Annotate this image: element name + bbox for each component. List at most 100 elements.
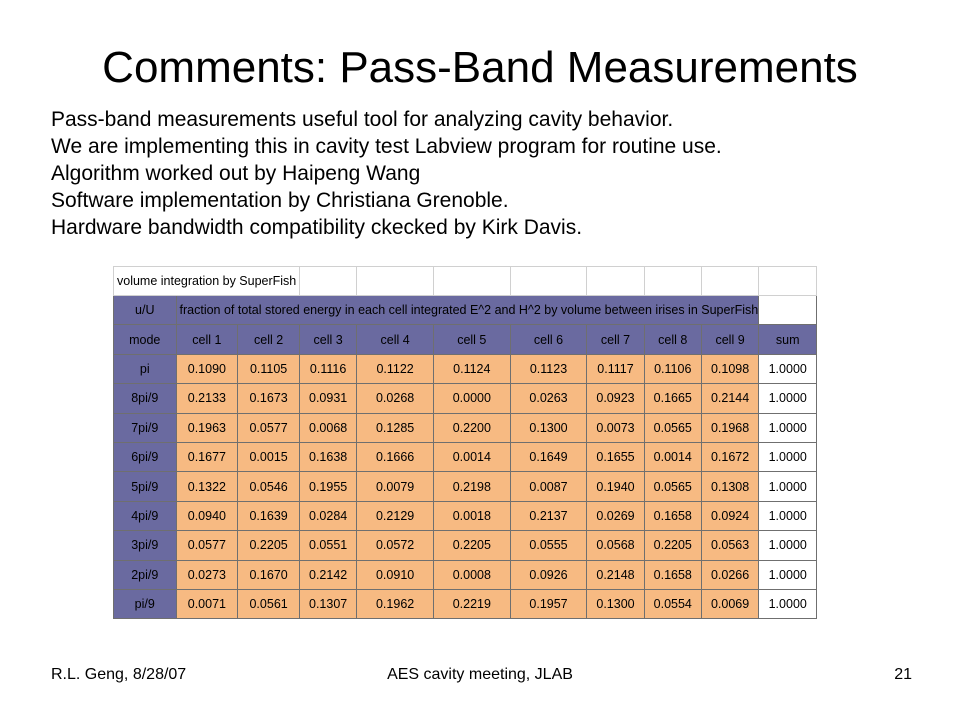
cell-value: 0.1308: [700, 471, 760, 502]
table-row: pi 0.1090 0.1105 0.1116 0.1122 0.1124 0.1123 0.…: [113, 353, 818, 385]
column-header: cell 4: [356, 324, 434, 355]
mode-label: 3pi/9: [113, 530, 177, 561]
footer-meeting: AES cavity meeting, JLAB: [387, 666, 573, 683]
cell-value: 0.2200: [432, 412, 511, 443]
cell-value: 0.0079: [356, 471, 434, 502]
cell-value: 0.0926: [509, 559, 588, 590]
mode-label: 2pi/9: [113, 559, 177, 590]
cell-value: 0.1090: [175, 353, 239, 385]
mode-label: pi: [113, 353, 177, 385]
table-row: 3pi/9 0.0577 0.2205 0.0551 0.0572 0.2205 0.055…: [113, 530, 818, 561]
empty-cell: [700, 266, 760, 296]
mode-label: 5pi/9: [113, 471, 177, 502]
cell-value: 0.1955: [298, 471, 358, 502]
empty-cell: [298, 266, 358, 296]
column-header: cell 6: [509, 324, 588, 355]
sum-cell: 1.0000: [758, 500, 818, 532]
cell-value: 0.1649: [509, 441, 588, 473]
column-header: mode: [113, 324, 177, 355]
cell-value: 0.2144: [700, 383, 760, 414]
cell-value: 0.0008: [432, 559, 511, 590]
cell-value: 0.2129: [356, 500, 434, 532]
column-header: sum: [758, 324, 818, 355]
cell-value: 0.0923: [586, 383, 645, 414]
cell-value: 0.0577: [175, 530, 239, 561]
table-row: 4pi/9 0.0940 0.1639 0.0284 0.2129 0.0018 0.213…: [113, 500, 818, 532]
cell-value: 0.1116: [298, 353, 358, 385]
comment-line: We are implementing this in cavity test …: [51, 135, 722, 158]
cell-value: 0.1673: [237, 383, 300, 414]
cell-value: 0.1665: [643, 383, 702, 414]
empty-cell: [356, 266, 434, 296]
cell-value: 0.2198: [432, 471, 511, 502]
cell-value: 0.1940: [586, 471, 645, 502]
cell-value: 0.1677: [175, 441, 239, 473]
cell-value: 0.1124: [432, 353, 511, 385]
cell-value: 0.1658: [643, 500, 702, 532]
mode-label: 4pi/9: [113, 500, 177, 532]
cell-value: 0.1122: [356, 353, 434, 385]
column-header: cell 8: [643, 324, 702, 355]
cell-value: 0.1968: [700, 412, 760, 443]
table-row: 8pi/9 0.2133 0.1673 0.0931 0.0268 0.0000 0.026…: [113, 383, 818, 414]
cell-value: 0.1957: [509, 588, 588, 620]
cell-value: 0.1670: [237, 559, 300, 590]
footer-author-date: R.L. Geng, 8/28/07: [51, 666, 187, 683]
cell-value: 0.0071: [175, 588, 239, 620]
cell-value: 0.2205: [237, 530, 300, 561]
sum-cell: 1.0000: [758, 530, 818, 561]
empty-cell: [758, 294, 818, 326]
sum-cell: 1.0000: [758, 441, 818, 473]
table-row: pi/9 0.0071 0.0561 0.1307 0.1962 0.2219 0.1957…: [113, 588, 818, 620]
cell-value: 0.0269: [586, 500, 645, 532]
mode-label: 8pi/9: [113, 383, 177, 414]
cell-value: 0.1322: [175, 471, 239, 502]
cell-value: 0.0546: [237, 471, 300, 502]
cell-value: 0.0554: [643, 588, 702, 620]
slide-title: Comments: Pass-Band Measurements: [102, 43, 858, 92]
cell-value: 0.0572: [356, 530, 434, 561]
cell-value: 0.1098: [700, 353, 760, 385]
cell-value: 0.1638: [298, 441, 358, 473]
empty-cell: [432, 266, 511, 296]
comment-line: Pass-band measurements useful tool for a…: [51, 108, 674, 131]
sum-cell: 1.0000: [758, 588, 818, 620]
cell-value: 0.2133: [175, 383, 239, 414]
cell-value: 0.0565: [643, 471, 702, 502]
table-heading: volume integration by SuperFish: [113, 266, 300, 296]
cell-value: 0.1285: [356, 412, 434, 443]
cell-value: 0.0931: [298, 383, 358, 414]
comment-line: Software implementation by Christiana Gr…: [51, 189, 509, 212]
cell-value: 0.1117: [586, 353, 645, 385]
table-row: 7pi/9 0.1963 0.0577 0.0068 0.1285 0.2200 0.130…: [113, 412, 818, 443]
cell-value: 0.0018: [432, 500, 511, 532]
cell-value: 0.1639: [237, 500, 300, 532]
cell-value: 0.0577: [237, 412, 300, 443]
cell-value: 0.0940: [175, 500, 239, 532]
column-header: cell 7: [586, 324, 645, 355]
cell-value: 0.0284: [298, 500, 358, 532]
sum-cell: 1.0000: [758, 471, 818, 502]
empty-cell: [509, 266, 588, 296]
table-description: fraction of total stored energy in each …: [175, 294, 760, 326]
cell-value: 0.2205: [643, 530, 702, 561]
cell-value: 0.1106: [643, 353, 702, 385]
cell-value: 0.0015: [237, 441, 300, 473]
cell-value: 0.2148: [586, 559, 645, 590]
empty-cell: [643, 266, 702, 296]
cell-value: 0.0069: [700, 588, 760, 620]
table-row: 5pi/9 0.1322 0.0546 0.1955 0.0079 0.2198 0.008…: [113, 471, 818, 502]
column-header: cell 3: [298, 324, 358, 355]
unit-label-cell: u/U: [113, 294, 177, 326]
column-header: cell 9: [700, 324, 760, 355]
cell-value: 0.0268: [356, 383, 434, 414]
cell-value: 0.0568: [586, 530, 645, 561]
cell-value: 0.1300: [509, 412, 588, 443]
sum-cell: 1.0000: [758, 383, 818, 414]
cell-value: 0.0266: [700, 559, 760, 590]
cell-value: 0.0263: [509, 383, 588, 414]
cell-value: 0.1962: [356, 588, 434, 620]
cell-value: 0.0014: [643, 441, 702, 473]
energy-fraction-table: volume integration by SuperFish u/U frac…: [113, 266, 818, 620]
comment-list: Pass-band measurements useful tool for a…: [51, 106, 722, 241]
